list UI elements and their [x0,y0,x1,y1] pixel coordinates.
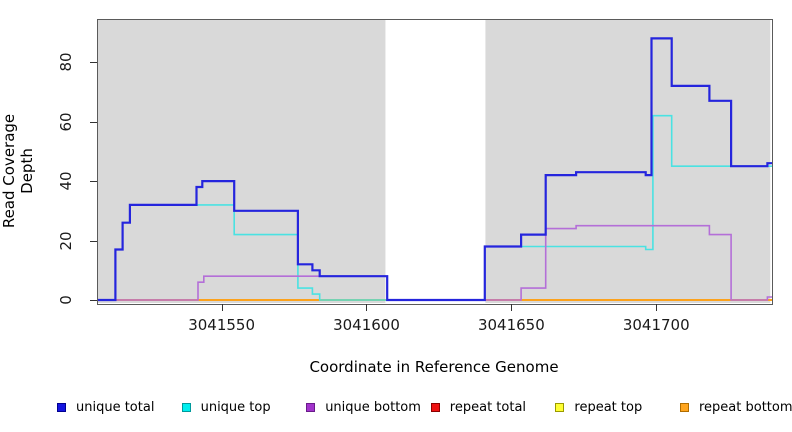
shaded-region [485,20,771,303]
legend-swatch-icon [57,402,66,412]
legend-swatch-icon [181,402,191,412]
x-tick [511,304,513,311]
legend-item: unique bottom [306,398,421,416]
legend-item: unique top [181,398,271,416]
legend-label: unique top [200,399,271,415]
series-line-unique-total [98,37,772,302]
legend-swatch-icon [306,402,316,412]
y-tick-label-text: 0 [57,295,75,305]
y-tick-label-text: 60 [57,112,75,132]
legend-label: unique bottom [325,399,421,415]
x-tick-label: 3041650 [477,316,545,334]
plot-canvas [98,20,772,303]
y-tick [90,300,97,301]
x-tick-label: 3041600 [333,316,400,334]
legend-label: repeat total [449,399,527,415]
legend-item: repeat bottom [680,398,792,416]
x-tick [221,304,223,311]
legend-label: repeat bottom [699,399,792,415]
y-tick [90,181,97,183]
x-axis-label: Coordinate in Reference Genome [309,358,559,376]
y-tick-label-text: 40 [57,171,75,191]
y-tick [90,121,97,123]
legend-item: repeat total [430,398,527,416]
x-tick [656,304,658,311]
y-tick [90,240,97,242]
legend-swatch-icon [680,402,689,412]
legend-swatch-icon [430,402,440,412]
legend-item: unique total [57,398,154,416]
y-axis-label-text: Read Coverage Depth [0,113,36,229]
y-tick [90,62,97,64]
legend-item: repeat top [555,398,642,416]
y-axis-label: Read Coverage Depth [0,91,36,251]
legend-swatch-icon [555,402,565,412]
plot-area [97,19,773,305]
series-line-unique-bottom [98,224,772,301]
shaded-region [98,20,386,303]
legend-label: unique total [76,399,155,415]
x-tick-label: 3041700 [622,316,690,334]
y-tick-label-text: 80 [57,52,75,72]
legend-label: repeat top [574,399,643,415]
y-tick-label-text: 20 [57,230,75,251]
x-tick-label: 3041550 [188,316,255,334]
x-tick [366,304,368,311]
